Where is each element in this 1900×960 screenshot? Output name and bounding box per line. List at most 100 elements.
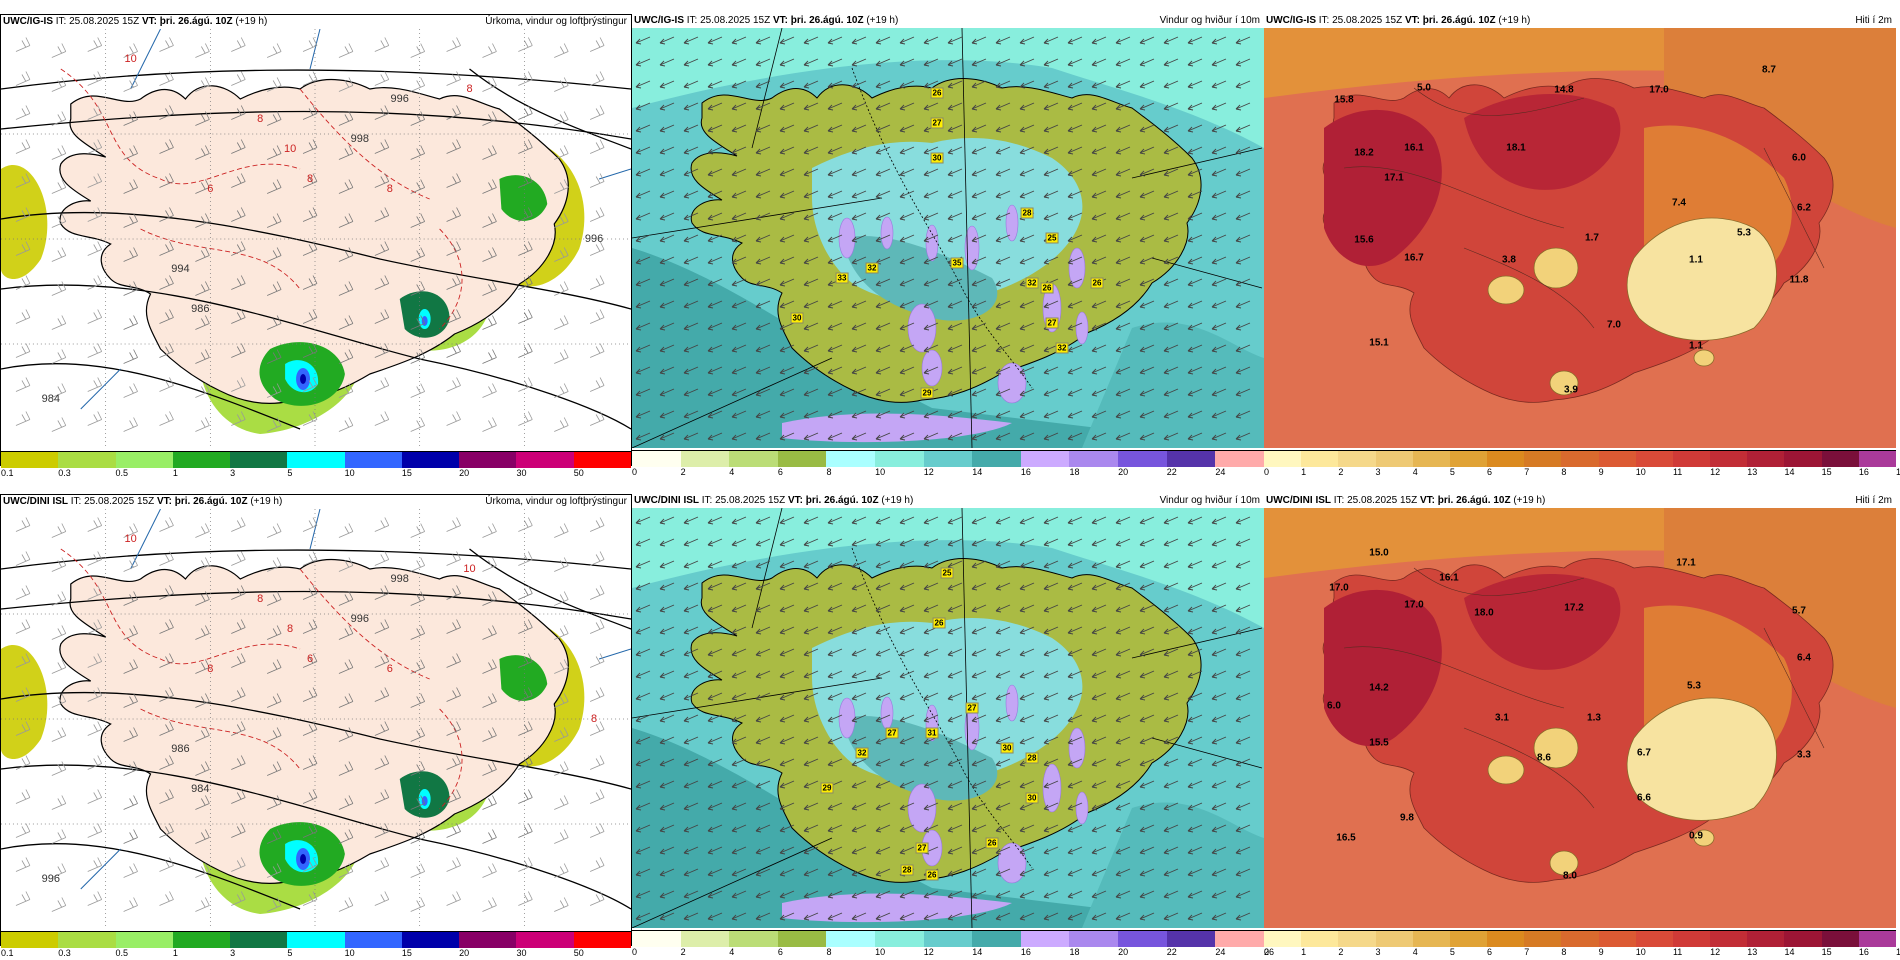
wind-arrow [1235, 388, 1251, 397]
wind-arrow [1235, 102, 1251, 111]
scale-swatch [729, 451, 778, 467]
wind-arrow [1115, 604, 1131, 613]
wind-barb [518, 721, 533, 736]
wind-arrow [635, 146, 651, 155]
wind-arrow [1187, 102, 1203, 111]
wind-arrow [995, 36, 1011, 45]
wind-arrow [875, 868, 891, 877]
wind-arrow [1235, 670, 1251, 679]
wind-barb [554, 315, 569, 330]
wind-arrow [923, 824, 939, 833]
wind-arrow [707, 58, 723, 67]
wind-arrow [755, 846, 771, 855]
wind-arrow [827, 868, 843, 877]
wind-arrow [1067, 868, 1083, 877]
wind-arrow [1043, 256, 1059, 265]
wind-arrow [1043, 824, 1059, 833]
wind-band [632, 728, 1264, 928]
wind-barb [589, 241, 605, 256]
isotherm [1463, 247, 1595, 329]
wind-interior [842, 236, 998, 321]
wind-barb [195, 591, 210, 606]
wind-arrow [1211, 432, 1227, 441]
wind-arrow [1235, 124, 1251, 133]
temperature-value-label: 17.0 [1404, 599, 1424, 611]
wind-barb [374, 687, 390, 702]
wind-barb [554, 417, 569, 432]
scale-tick-label: 16 [1858, 947, 1869, 957]
wind-arrow [899, 890, 915, 899]
wind-arrow [875, 102, 891, 111]
gust-value-label: 32 [855, 747, 869, 759]
precip-core [300, 854, 307, 864]
wind-arrow [995, 714, 1011, 723]
boundary-line [851, 547, 1033, 869]
precip-area [1, 165, 48, 279]
wind-barb [51, 591, 67, 606]
wind-arrow [947, 516, 963, 525]
wind-barb [159, 517, 174, 532]
wind-arrow [875, 890, 891, 899]
scale-swatch [230, 932, 288, 948]
wind-arrow [851, 604, 867, 613]
wind-barb [195, 281, 210, 296]
wind-arrow [803, 432, 819, 441]
wind-arrow [995, 102, 1011, 111]
scale-tick-label: 24 [1215, 947, 1226, 957]
wind-arrow [995, 516, 1011, 525]
wind-arrow [731, 278, 747, 287]
wind-arrow [1139, 322, 1155, 331]
wind-barb [589, 173, 605, 188]
wind-arrow [995, 410, 1011, 419]
lead-time: (+19 h) [1498, 15, 1531, 26]
wind-arrow [779, 692, 795, 701]
panel-title: UWC/IG-IS IT: 25.08.2025 15Z VT: þri. 26… [632, 14, 1264, 28]
wind-barb [123, 281, 138, 296]
wind-arrow [755, 604, 771, 613]
scale-tick-label: 2 [1338, 947, 1344, 957]
wind-arrow [1235, 278, 1251, 287]
wind-arrow [659, 190, 675, 199]
wind-arrow [731, 234, 747, 243]
wind-barb [51, 213, 67, 228]
gust-area [1005, 684, 1019, 722]
wind-barb [123, 111, 138, 126]
wind-arrow [659, 388, 675, 397]
wind-barb [231, 687, 246, 702]
wind-arrow [1019, 124, 1035, 133]
wind-arrow [1211, 890, 1227, 899]
wind-arrow [683, 846, 699, 855]
wind-arrow [947, 890, 963, 899]
product-name: Úrkoma, vindur og loftþrýstingur [485, 16, 627, 27]
wind-barb [15, 343, 31, 358]
wind-arrow [995, 538, 1011, 547]
wind-arrow [1139, 146, 1155, 155]
wind-arrow [827, 168, 843, 177]
wind-arrow [803, 234, 819, 243]
temperature-value-label: 17.2 [1564, 602, 1584, 614]
wind-barb [266, 281, 282, 296]
wind-arrow [827, 802, 843, 811]
wind-arrow [1067, 648, 1083, 657]
scale-tick-label: 6 [1487, 467, 1493, 477]
wind-arrow [1211, 102, 1227, 111]
wind-arrow [779, 824, 795, 833]
wind-barb [123, 557, 138, 572]
temperature-value-label: 3.1 [1495, 712, 1509, 724]
wind-band [632, 508, 1264, 628]
wind-arrow [1235, 560, 1251, 569]
wind-arrow [1139, 538, 1155, 547]
vt-label: VT: [156, 496, 172, 507]
wind-barb [410, 111, 426, 126]
it-label: IT: [70, 496, 82, 507]
wind-arrow [1163, 560, 1179, 569]
wind-arrow [923, 538, 939, 547]
wind-barb [482, 281, 497, 296]
scale-ticks: 0 2 4 6 8 10 12 14 16 18 20 22 24 [632, 467, 1264, 479]
wind-arrow [635, 190, 651, 199]
scale-swatch [1020, 931, 1070, 947]
scale-swatch [459, 452, 517, 468]
wind-arrow [1091, 758, 1107, 767]
wind-barb [302, 377, 318, 392]
wind-arrow [683, 604, 699, 613]
